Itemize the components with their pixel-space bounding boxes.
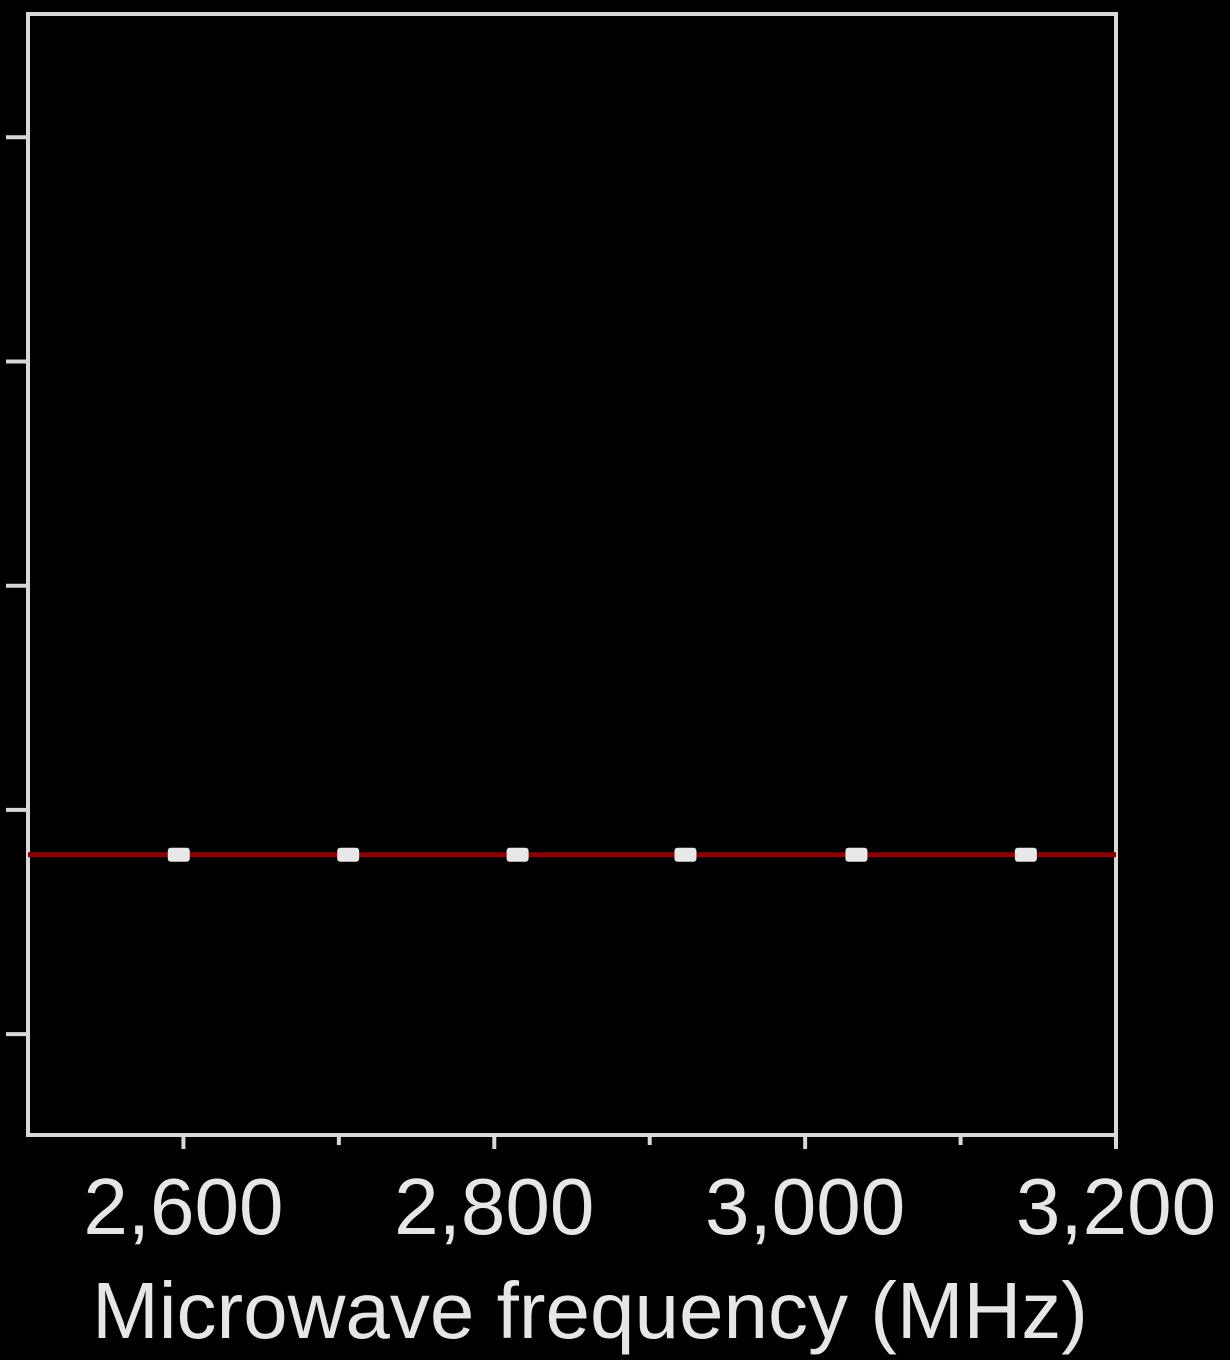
data-point: [506, 847, 529, 862]
x-axis-label: Microwave frequency (MHz): [92, 1266, 1088, 1355]
x-tick-label: 3,000: [705, 1162, 905, 1251]
x-tick-label: 3,200: [1016, 1162, 1216, 1251]
plot-frame: [26, 12, 1118, 1137]
data-point: [167, 847, 190, 862]
series-layer: [28, 847, 1116, 862]
x-tick-label: 2,800: [394, 1162, 594, 1251]
x-axis-ticks: 2,600 2,800 3,000 3,200: [83, 1135, 1216, 1251]
data-point: [1014, 847, 1037, 862]
y-axis-ticks: [6, 135, 28, 1037]
data-point: [674, 847, 697, 862]
x-tick-label: 2,600: [83, 1162, 283, 1251]
data-point: [845, 847, 868, 862]
data-point: [337, 847, 360, 862]
